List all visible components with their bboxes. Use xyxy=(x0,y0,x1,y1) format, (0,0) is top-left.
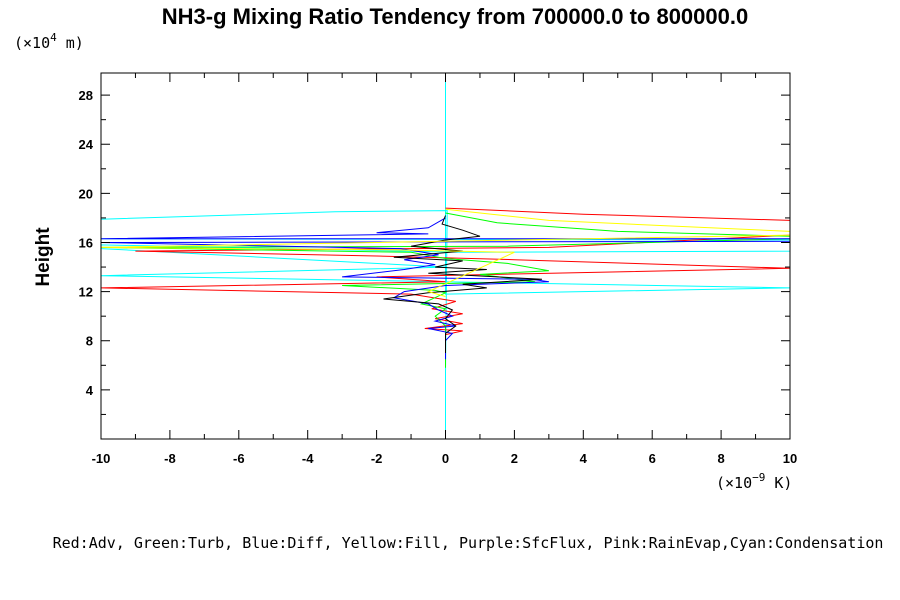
y-tick-label: 24 xyxy=(79,137,94,152)
x-tick-label: 8 xyxy=(717,451,724,466)
x-tick-label: 0 xyxy=(442,451,449,466)
y-unit-exponent: 4 xyxy=(50,31,57,44)
x-tick-label: -4 xyxy=(302,451,314,466)
plot-frame xyxy=(100,72,791,440)
y-tick-label: 4 xyxy=(86,383,94,398)
series-line-2 xyxy=(101,212,790,368)
x-tick-label: -10 xyxy=(92,451,111,466)
y-unit-prefix: (×10 xyxy=(14,34,50,52)
x-axis-unit: (×10−9 K) xyxy=(716,471,792,492)
x-unit-suffix: K) xyxy=(765,474,792,492)
series-line-3 xyxy=(101,217,790,360)
y-axis-unit: (×104 m) xyxy=(14,31,84,52)
series-line-0 xyxy=(101,73,790,439)
x-tick-label: -2 xyxy=(371,451,383,466)
series-layer xyxy=(101,73,790,439)
y-tick-label: 20 xyxy=(79,186,93,201)
y-tick-label: 8 xyxy=(86,334,93,349)
x-tick-label: -8 xyxy=(164,451,176,466)
x-unit-exponent: −9 xyxy=(752,471,765,484)
x-tick-label: -6 xyxy=(233,451,245,466)
series-line-4 xyxy=(383,215,543,353)
x-tick-label: 6 xyxy=(649,451,656,466)
y-tick-label: 16 xyxy=(79,235,93,250)
y-tick-label: 28 xyxy=(79,88,93,103)
y-axis-label: Height xyxy=(33,227,54,287)
x-tick-label: 10 xyxy=(783,451,797,466)
legend-text: Red:Adv, Green:Turb, Blue:Diff, Yellow:F… xyxy=(53,534,884,552)
chart-title: NH3-g Mixing Ratio Tendency from 700000.… xyxy=(162,4,748,29)
x-tick-label: 2 xyxy=(511,451,518,466)
y-unit-suffix: m) xyxy=(57,34,84,52)
x-unit-prefix: (×10 xyxy=(716,474,752,492)
series-line-5 xyxy=(101,208,790,297)
x-tick-label: 4 xyxy=(580,451,588,466)
y-tick-label: 12 xyxy=(79,285,93,300)
